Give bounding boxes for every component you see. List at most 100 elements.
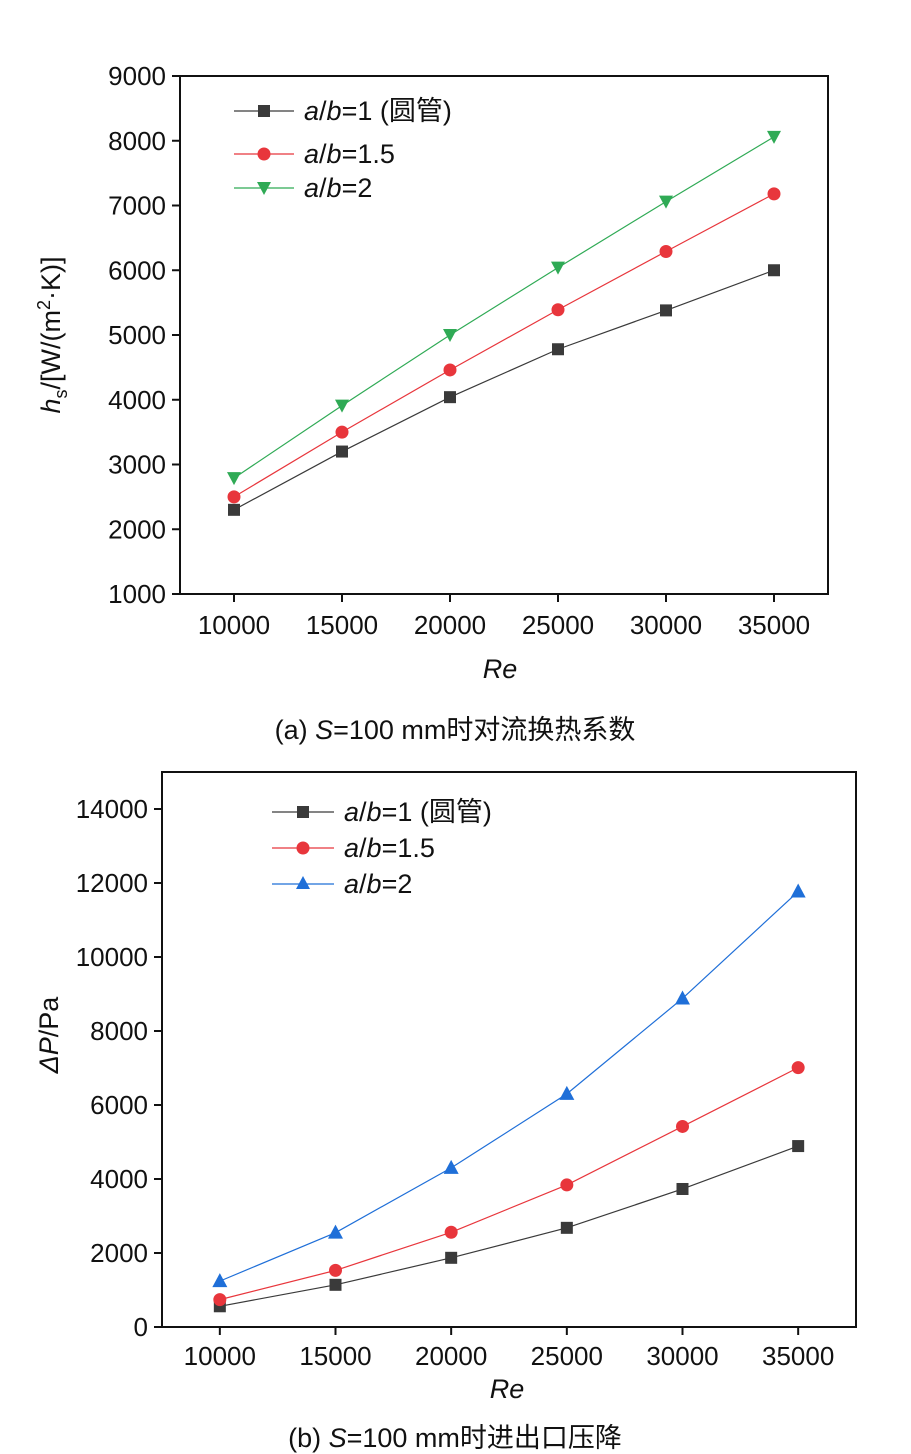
chart-a-series-3-point	[227, 472, 241, 486]
chart-b-y-tick-label: 4000	[90, 1164, 148, 1194]
chart-a-y-tick-label: 3000	[108, 450, 166, 480]
chart-b-legend: a/b=1 (圆管) a/b=1.5 a/b=2	[272, 797, 492, 899]
chart-b-x-tick-label: 20000	[415, 1341, 487, 1371]
chart-b-x-tick-label: 15000	[299, 1341, 371, 1371]
chart-b-x-tick-label: 30000	[646, 1341, 718, 1371]
chart-a-legend-square-marker	[258, 105, 270, 117]
chart-b-series-3-point	[443, 1159, 459, 1174]
chart-a-series-2-line	[233, 193, 775, 498]
chart-a-series-1-point	[552, 343, 564, 356]
chart-a-series-2-point	[659, 244, 673, 258]
chart-a-legend-item-ab15: a/b=1.5	[234, 139, 395, 169]
chart-a-series	[227, 130, 781, 516]
chart-b-x-tick-label: 10000	[184, 1341, 256, 1371]
chart-b-series-2-point	[791, 1061, 805, 1075]
chart-b-x-tick-label: 25000	[531, 1341, 603, 1371]
chart-a-series-3-point	[551, 261, 565, 275]
chart-b-legend-square-marker	[297, 806, 309, 818]
chart-b-series-2-point	[444, 1225, 458, 1239]
chart-b-y-ticks: 0 2000 4000 6000 8000 10000 12000 14000	[76, 794, 162, 1342]
chart-b-y-tick-label: 2000	[90, 1238, 148, 1268]
chart-b-series-3-point	[328, 1224, 343, 1239]
chart-b-series-3-point	[790, 883, 806, 898]
chart-a-series-1-point	[660, 304, 672, 317]
chart-b-series-3-point	[675, 990, 690, 1005]
chart-b-series-3-point	[212, 1273, 228, 1288]
chart-b-series	[212, 883, 806, 1313]
chart-b-series-3-point	[559, 1085, 575, 1100]
chart-a-y-tick-label: 2000	[108, 514, 166, 544]
chart-a-y-tick-label: 9000	[108, 61, 166, 91]
chart-a-series-2-point	[551, 303, 565, 317]
chart-a-x-tick-label: 35000	[738, 610, 810, 640]
chart-a-series-3-point	[659, 195, 673, 209]
chart-a-x-ticks: 10000 15000 20000 25000 30000 35000	[198, 594, 810, 640]
chart-a-series-3-line	[233, 136, 775, 479]
chart-b-legend-item-ab1: a/b=1 (圆管)	[272, 797, 492, 827]
chart-a-y-tick-label: 5000	[108, 320, 166, 350]
chart-b-y-tick-label: 10000	[76, 942, 148, 972]
chart-b-series-2-point	[676, 1119, 689, 1133]
chart-b-series-1-point	[792, 1140, 805, 1153]
chart-b-legend-item-ab2: a/b=2	[272, 869, 412, 899]
chart-a-x-tick-label: 20000	[414, 610, 486, 640]
chart-a-series-2-point	[335, 425, 349, 439]
chart-b-x-axis-label: Re	[490, 1374, 525, 1404]
chart-a-series-1-point	[336, 445, 348, 458]
chart-a-y-ticks: 1000 2000 3000 4000 5000 6000 7000 8000 9000	[108, 61, 180, 609]
chart-a-convective-heat-transfer: 1000 2000 3000 4000 5000 6000 7000 8000 9000 100…	[34, 61, 829, 745]
chart-a-x-tick-label: 30000	[630, 610, 702, 640]
svg-text:a/b=1 (圆管): a/b=1 (圆管)	[304, 96, 452, 126]
chart-b-caption: (b) S=100 mm时进出口压降	[288, 1423, 622, 1453]
chart-a-legend-item-ab1: a/b=1 (圆管)	[234, 96, 452, 126]
chart-b-series-2-point	[560, 1178, 574, 1192]
chart-a-legend-item-ab2: a/b=2	[234, 173, 372, 203]
svg-text:a/b=1.5: a/b=1.5	[344, 833, 435, 863]
chart-a-y-tick-label: 1000	[108, 579, 166, 609]
chart-a-series-2-point	[227, 490, 241, 504]
chart-a-y-tick-label: 7000	[108, 191, 166, 221]
chart-a-series-3-point	[335, 399, 349, 413]
chart-b-series-1-point	[676, 1182, 689, 1195]
chart-a-series-1-point	[444, 391, 456, 404]
chart-b-y-axis-label: ΔP/Pa	[34, 996, 64, 1075]
chart-a-series-2-point	[767, 187, 781, 201]
chart-b-series-1-point	[560, 1221, 573, 1234]
chart-b-series-1-point	[329, 1278, 342, 1291]
chart-b-x-ticks: 10000 15000 20000 25000 30000 35000	[184, 1327, 834, 1371]
svg-text:a/b=2: a/b=2	[304, 173, 372, 203]
chart-a-legend-circle-marker	[257, 147, 271, 161]
chart-b-legend-circle-marker	[296, 841, 310, 855]
chart-b-series-1-point	[445, 1251, 458, 1264]
chart-a-series-1-point	[768, 264, 780, 277]
chart-a-legend: a/b=1 (圆管) a/b=1.5 a/b=2	[234, 96, 452, 203]
chart-b-pressure-drop: 0 2000 4000 6000 8000 10000 12000 14000 10000 15…	[34, 771, 857, 1453]
chart-b-series-2-point	[329, 1263, 342, 1277]
chart-a-series-3-point	[443, 329, 457, 342]
svg-text:a/b=1 (圆管): a/b=1 (圆管)	[344, 797, 492, 827]
chart-a-series-2-point	[443, 363, 457, 377]
chart-b-y-tick-label: 14000	[76, 794, 148, 824]
chart-b-y-tick-label: 6000	[90, 1090, 148, 1120]
chart-a-y-axis-label: hs/[W/(m2·K)]	[34, 256, 71, 413]
chart-b-series-2-line	[219, 1067, 799, 1301]
chart-a-x-tick-label: 10000	[198, 610, 270, 640]
chart-b-series-3-line	[219, 891, 799, 1282]
chart-b-series-2-point	[213, 1293, 227, 1307]
chart-b-series-1-line	[219, 1145, 799, 1307]
chart-a-x-tick-label: 25000	[522, 610, 594, 640]
chart-a-x-tick-label: 15000	[306, 610, 378, 640]
chart-a-series-1-point	[228, 503, 240, 516]
svg-text:a/b=2: a/b=2	[344, 869, 412, 899]
chart-a-series-1-line	[233, 269, 775, 511]
chart-a-series-3-point	[767, 130, 781, 144]
chart-a-legend-triangle-down-marker	[257, 182, 271, 195]
chart-b-y-tick-label: 8000	[90, 1016, 148, 1046]
chart-b-x-tick-label: 35000	[762, 1341, 834, 1371]
chart-b-plot-frame	[161, 771, 857, 1328]
chart-a-y-tick-label: 8000	[108, 126, 166, 156]
chart-a-y-tick-label: 4000	[108, 385, 166, 415]
chart-b-y-tick-label: 0	[134, 1312, 148, 1342]
chart-a-x-axis-label: Re	[483, 654, 518, 684]
